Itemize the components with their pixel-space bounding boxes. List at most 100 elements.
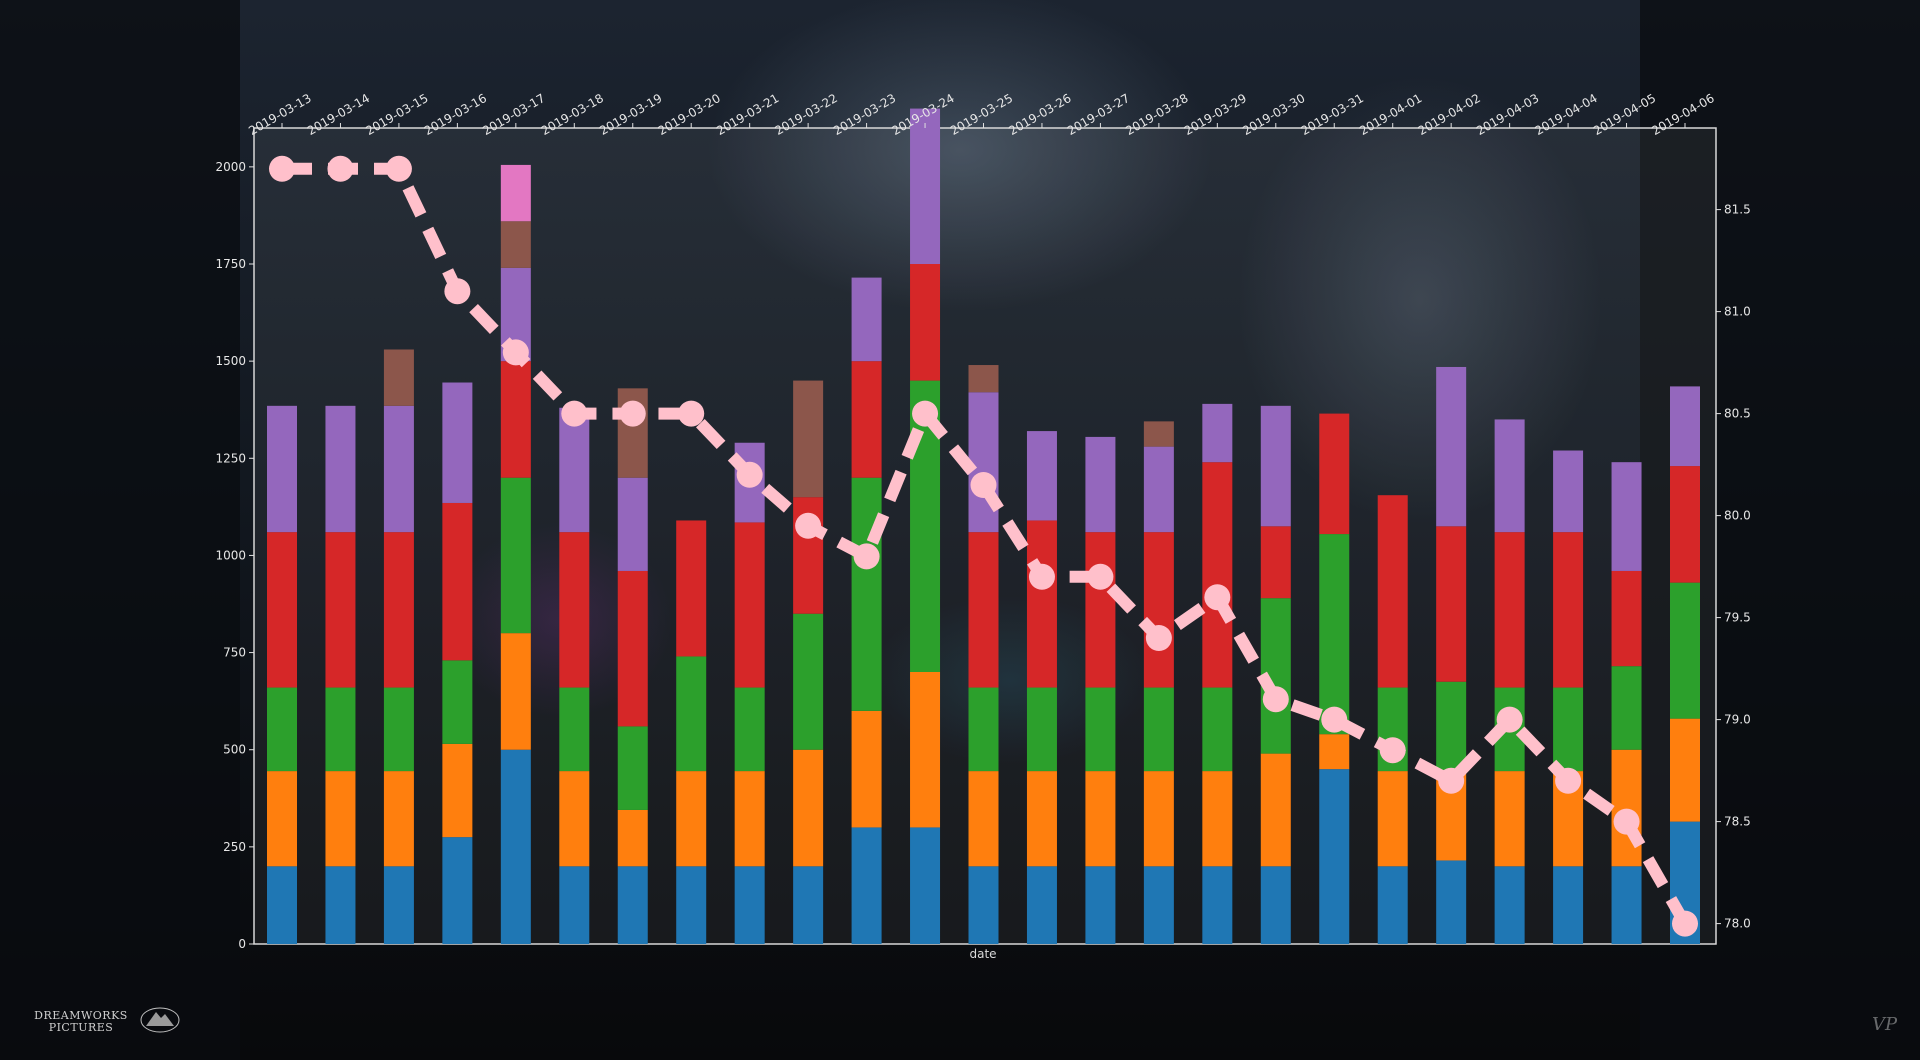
bar-segment-2019-03-24-s4 [910,108,941,264]
line-point-2019-03-27 [1087,563,1114,590]
y-tick-label: 1750 [215,257,246,271]
bar-segment-2019-03-19-s4 [617,477,648,571]
y-tick-label: 0 [238,937,246,951]
bar-segment-2019-03-15-s5 [383,349,414,406]
bar-segment-2019-03-19-s2 [617,726,648,810]
line-point-2019-03-21 [736,461,763,488]
bar-segment-2019-03-18-s4 [559,407,590,533]
bar-segment-2019-03-31-s3 [1319,413,1350,535]
bar-segment-2019-04-03-s1 [1494,771,1525,867]
bar-segment-2019-03-28-s0 [1143,866,1174,944]
bar-segment-2019-04-06-s1 [1670,718,1700,822]
bar-segment-2019-03-18-s1 [559,771,590,867]
bar-segment-2019-03-28-s3 [1143,532,1174,688]
bar-segment-2019-03-17-s6 [500,164,531,222]
line-point-2019-03-19 [619,400,646,427]
bar-segment-2019-03-31-s2 [1319,534,1350,735]
bar-segment-2019-03-29-s3 [1202,462,1233,688]
y-tick-label: 750 [223,646,246,660]
bar-segment-2019-03-20-s1 [676,771,707,867]
bar-segment-2019-03-22-s2 [793,613,824,750]
line-point-2019-03-20 [678,400,705,427]
bar-segment-2019-03-20-s3 [676,520,707,657]
y-tick-label: 250 [223,840,246,854]
bar-segment-2019-03-14-s2 [325,687,356,772]
y-tick-label: 1250 [215,451,246,465]
bar-segment-2019-03-31-s1 [1319,734,1350,770]
line-point-2019-04-04 [1555,767,1582,794]
bar-segment-2019-03-28-s2 [1143,687,1174,772]
bar-segment-2019-03-16-s4 [442,382,473,503]
bar-segment-2019-03-25-s1 [968,771,999,867]
bar-segment-2019-04-06-s3 [1670,466,1700,583]
y2-tick-label: 78.5 [1724,815,1751,829]
line-point-2019-03-14 [327,155,354,182]
bar-segment-2019-03-14-s4 [325,405,356,533]
line-point-2019-03-16 [444,278,471,305]
line-point-2019-04-06 [1672,910,1698,937]
bar-segment-2019-03-13-s4 [267,405,297,533]
bar-segment-2019-03-21-s0 [734,866,765,944]
bar-segment-2019-03-26-s4 [1026,431,1057,521]
bar-segment-2019-03-29-s4 [1202,403,1233,463]
bar-segment-2019-03-19-s1 [617,809,648,867]
bar-segment-2019-04-05-s3 [1611,570,1642,667]
bar-segment-2019-03-27-s0 [1085,866,1116,944]
bar-segment-2019-03-31-s0 [1319,769,1350,944]
bar-segment-2019-03-26-s2 [1026,687,1057,772]
bar-segment-2019-03-25-s0 [968,866,999,944]
bar-segment-2019-03-30-s4 [1260,405,1291,527]
y-axis-right: 78.0 78.5 79.0 79.5 80.0 80.5 81.0 81.5 [1716,203,1751,931]
bar-segment-2019-03-16-s0 [442,837,473,944]
bar-segment-2019-03-15-s3 [383,532,414,688]
line-point-2019-03-13 [269,155,295,182]
bar-segment-2019-03-15-s4 [383,405,414,533]
bar-segment-2019-03-27-s3 [1085,532,1116,688]
studio-logo: DREAMWORKS PICTURES [34,1009,128,1034]
bar-segment-2019-03-26-s3 [1026,520,1057,688]
line-point-2019-03-17 [502,339,529,366]
line-point-2019-04-02 [1438,767,1465,794]
bar-segment-2019-03-23-s1 [851,710,882,828]
bar-segment-2019-03-14-s3 [325,532,356,688]
y2-tick-label: 79.5 [1724,611,1751,625]
bar-segment-2019-04-05-s0 [1611,866,1642,944]
line-point-2019-04-01 [1379,737,1406,764]
y-tick-label: 2000 [215,160,246,174]
bar-segment-2019-03-25-s5 [968,365,999,393]
bar-segment-2019-04-06-s2 [1670,582,1700,719]
bar-segment-2019-03-15-s1 [383,771,414,867]
bar-segment-2019-03-14-s0 [325,866,356,944]
bar-segment-2019-03-15-s2 [383,687,414,772]
bar-segment-2019-04-03-s4 [1494,419,1525,533]
bar-segment-2019-04-01-s1 [1377,771,1408,867]
bar-segment-2019-03-18-s3 [559,532,590,688]
bar-segment-2019-03-24-s0 [910,827,941,944]
background-building-left [0,0,240,1060]
artist-signature: VP [1872,1014,1898,1035]
line-point-2019-03-26 [1028,563,1055,590]
bar-segment-2019-04-01-s0 [1377,866,1408,944]
bar-segment-2019-03-21-s3 [734,522,765,688]
bar-segment-2019-03-27-s4 [1085,436,1116,533]
bar-segment-2019-03-30-s1 [1260,753,1291,867]
bar-segment-2019-03-20-s0 [676,866,707,944]
bar-segment-2019-03-22-s5 [793,380,824,498]
bar-segment-2019-03-16-s1 [442,743,473,838]
bar-segment-2019-03-26-s0 [1026,866,1057,944]
bar-segment-2019-03-14-s1 [325,771,356,867]
line-point-2019-03-25 [970,472,997,498]
line-point-2019-03-15 [385,155,412,182]
bar-segment-2019-04-05-s1 [1611,749,1642,867]
y-tick-label: 1000 [215,548,246,562]
bar-segment-2019-04-02-s3 [1436,526,1467,682]
bar-segment-2019-03-16-s3 [442,502,473,661]
bar-segment-2019-03-25-s2 [968,687,999,772]
bar-segment-2019-03-18-s2 [559,687,590,772]
bar-segment-2019-03-29-s1 [1202,771,1233,867]
bar-segment-2019-03-22-s1 [793,749,824,867]
bar-segment-2019-03-30-s0 [1260,866,1291,944]
bar-segment-2019-03-17-s2 [500,477,531,634]
bar-segment-2019-04-05-s4 [1611,462,1642,571]
